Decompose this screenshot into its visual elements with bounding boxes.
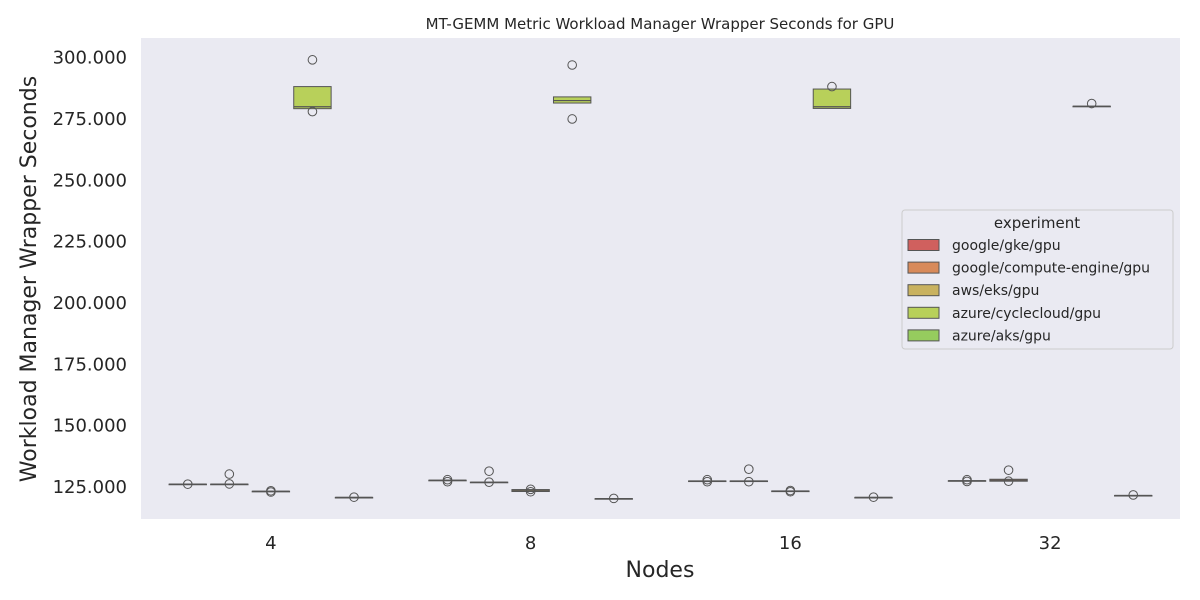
outlier-point (1128, 490, 1139, 500)
legend-label: azure/cyclecloud/gpu (952, 306, 1101, 322)
box-azure-aks-gpu-4 (334, 492, 374, 502)
box-google-gke-gpu-4 (168, 479, 207, 489)
outlier-point (962, 476, 972, 487)
chart-title: MT-GEMM Metric Workload Manager Wrapper … (426, 15, 895, 33)
y-tick-label: 250.000 (53, 170, 127, 191)
outlier-point (349, 492, 359, 502)
box-aws-eks-gpu-16 (771, 485, 810, 497)
outlier-point (827, 81, 837, 92)
outlier-point (442, 476, 453, 487)
legend-swatch (907, 329, 940, 342)
outlier-point (744, 476, 754, 487)
legend-items: google/gke/gpu google/compute-engine/gpu a… (907, 238, 1150, 344)
outlier-point (182, 479, 193, 489)
box-aws-eks-gpu-4 (251, 485, 291, 497)
box-azure-aks-gpu-32 (1114, 490, 1153, 500)
box-google-gke-gpu-8 (428, 474, 467, 487)
iqr-box (293, 86, 332, 110)
y-tick-label: 150.000 (53, 416, 127, 437)
outlier-point (525, 486, 536, 497)
box-google-gke-gpu-32 (947, 474, 987, 487)
y-tick-label: 175.000 (53, 354, 127, 375)
y-tick-label: 125.000 (53, 477, 127, 498)
y-axis-label: Workload Manager Wrapper Seconds (17, 76, 42, 482)
iqr-box (812, 88, 852, 109)
outlier-point (224, 469, 235, 479)
box-google-compute-engine-gpu-16 (729, 464, 769, 487)
outlier-point (785, 486, 796, 497)
box-layer (168, 55, 1153, 504)
legend-label: google/gke/gpu (952, 238, 1061, 254)
x-tick-label: 8 (525, 533, 536, 554)
box-google-compute-engine-gpu-32 (989, 465, 1028, 487)
outlier-point (868, 492, 879, 502)
box-azure-cyclecloud-gpu-16 (812, 81, 852, 109)
outlier-point (484, 466, 494, 476)
x-axis-label: Nodes (626, 558, 695, 583)
legend-label: aws/eks/gpu (952, 283, 1039, 299)
box-google-compute-engine-gpu-8 (469, 466, 509, 487)
outlier-point (567, 60, 577, 70)
iqr-box (552, 96, 592, 104)
y-tick-label: 300.000 (53, 48, 127, 69)
outlier-point (1086, 98, 1097, 109)
legend-label: azure/aks/gpu (952, 328, 1051, 344)
outlier-point (744, 464, 754, 474)
outlier-point (567, 114, 577, 124)
box-azure-cyclecloud-gpu-8 (552, 60, 592, 124)
box-google-compute-engine-gpu-4 (210, 469, 249, 489)
box-azure-cyclecloud-gpu-4 (293, 55, 332, 117)
legend-label: google/compute-engine/gpu (952, 261, 1150, 277)
legend-swatch (907, 306, 940, 319)
outlier-point (608, 493, 619, 504)
legend-title: experiment (994, 214, 1080, 232)
y-tick-label: 275.000 (53, 109, 127, 130)
box-azure-aks-gpu-16 (854, 492, 893, 502)
x-tick-label: 16 (779, 533, 802, 554)
box-aws-eks-gpu-8 (511, 484, 550, 497)
legend-swatch (907, 261, 940, 274)
outlier-point (307, 106, 318, 117)
y-tick-label: 200.000 (53, 293, 127, 314)
y-tick-label: 225.000 (53, 232, 127, 253)
x-tick-label: 32 (1039, 533, 1062, 554)
x-axis-ticks: 4 8 16 32 (265, 533, 1061, 554)
legend-swatch (907, 284, 940, 297)
outlier-point (1003, 465, 1014, 475)
outlier-point (1003, 476, 1014, 487)
x-tick-label: 4 (265, 533, 276, 554)
outlier-point (224, 479, 235, 489)
y-axis-ticks: 125.000 150.000 175.000 200.000 225.000 250.0… (53, 48, 127, 498)
legend-frame (901, 209, 1174, 350)
legend: experiment google/gke/gpu google/compute-… (901, 209, 1174, 350)
box-azure-aks-gpu-8 (594, 493, 633, 504)
outlier-point (307, 55, 318, 65)
legend-swatch (907, 239, 940, 251)
outlier-point (484, 477, 494, 487)
outlier-point (266, 487, 276, 497)
box-azure-cyclecloud-gpu-32 (1072, 98, 1111, 109)
box-google-gke-gpu-16 (688, 474, 727, 487)
outlier-point (702, 476, 713, 487)
outlier-point (525, 484, 536, 495)
